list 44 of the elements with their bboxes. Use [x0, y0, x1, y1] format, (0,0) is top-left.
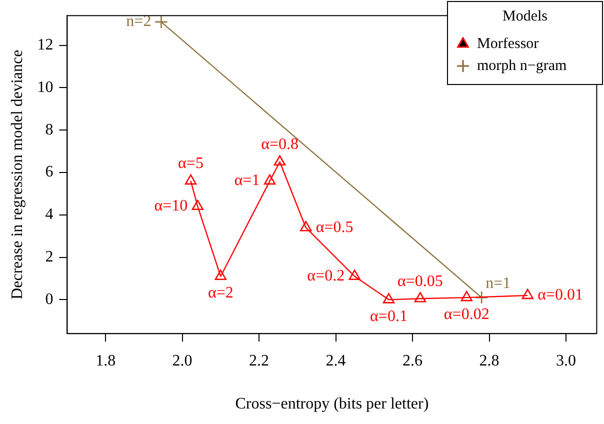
point	[414, 292, 426, 302]
x-tick-label: 2.2	[249, 352, 270, 370]
annotation: α=0.02	[444, 306, 490, 323]
annotation: n=2	[126, 13, 152, 30]
y-tick-label: 12	[37, 36, 54, 54]
point	[382, 293, 395, 304]
annotation: α=0.2	[307, 268, 345, 285]
y-tick-label: 2	[45, 248, 54, 266]
annotation: α=5	[178, 155, 204, 172]
point	[154, 16, 168, 29]
x-tick-label: 3.0	[556, 352, 576, 370]
y-tick-label: 10	[37, 78, 54, 96]
x-tick-label: 1.8	[96, 352, 116, 370]
x-tick-label: 2.4	[326, 352, 346, 370]
point	[460, 290, 472, 302]
point	[192, 200, 204, 210]
y-tick-label: 4	[45, 206, 54, 224]
x-tick-label: 2.0	[172, 352, 192, 370]
annotation: α=0.05	[397, 272, 443, 290]
point	[264, 174, 276, 185]
legend-label: morph n−gram	[477, 58, 568, 74]
x-tick-label: 2.6	[402, 352, 423, 370]
annotation: α=0.01	[538, 286, 584, 304]
annotation: α=0.8	[261, 136, 298, 154]
point	[214, 270, 227, 280]
legend-title: Models	[502, 8, 548, 24]
annotation: α=1	[234, 172, 260, 190]
x-axis-title: Cross−entropy (bits per letter)	[235, 396, 429, 413]
x-tick-label: 2.8	[479, 352, 500, 370]
y-tick-label: 6	[45, 164, 54, 181]
annotation: α=0.5	[316, 218, 354, 236]
annotation: n=1	[486, 274, 511, 292]
y-tick-label: 0	[45, 290, 54, 308]
point	[300, 220, 312, 232]
point	[274, 155, 286, 166]
point	[522, 288, 534, 300]
point	[348, 270, 360, 280]
annotation: α=2	[208, 284, 234, 302]
legend-label: Morfessor	[477, 36, 539, 52]
y-tick-label: 8	[45, 121, 54, 138]
annotation: α=0.1	[370, 308, 408, 325]
point	[184, 174, 197, 185]
y-axis-title: Decrease in regression model deviance	[8, 50, 26, 300]
annotation: α=10	[154, 198, 188, 215]
